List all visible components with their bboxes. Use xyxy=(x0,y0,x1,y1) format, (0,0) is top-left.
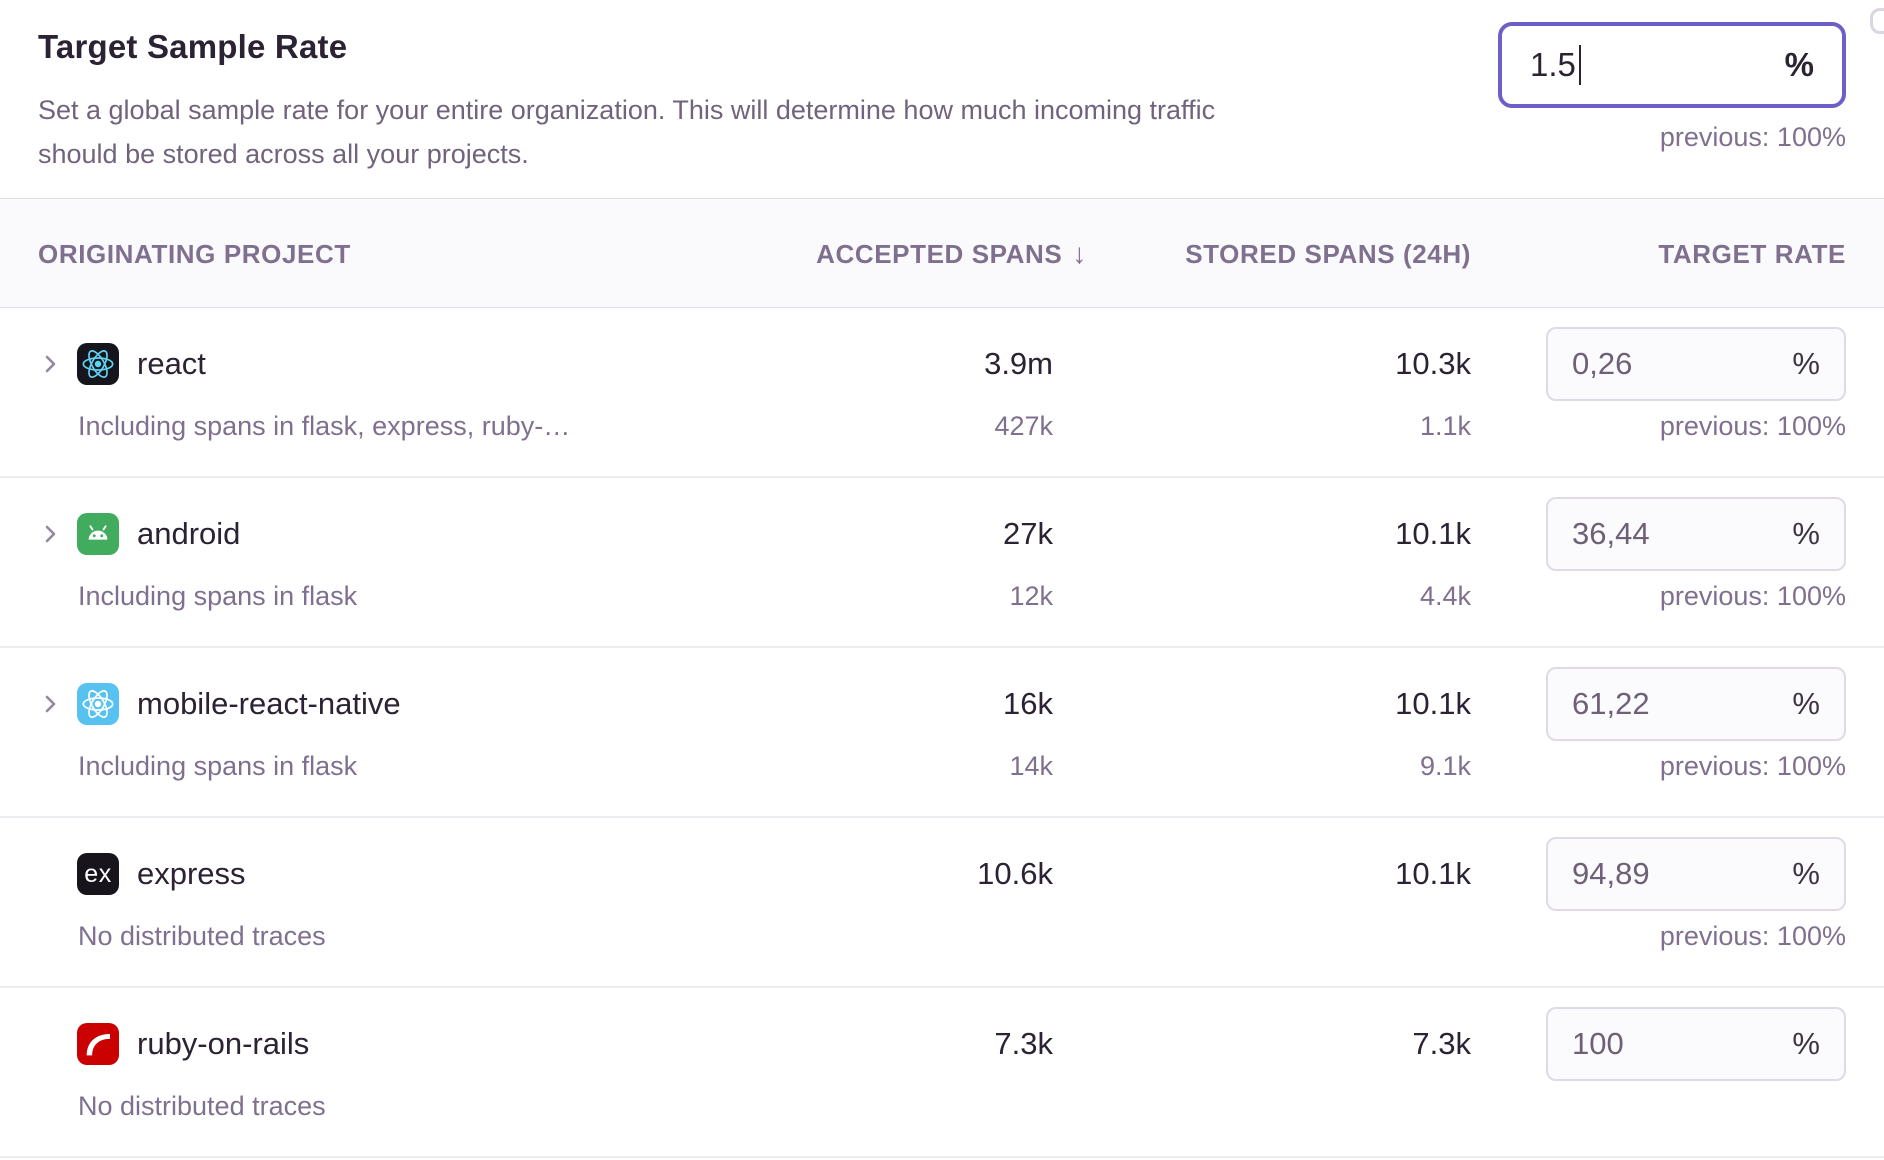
description-line-2: should be stored across all your project… xyxy=(38,139,529,169)
accepted-spans-subvalue: 427k xyxy=(994,410,1053,441)
project-note: Including spans in flask, express, ruby-… xyxy=(78,410,571,441)
target-rate-input[interactable] xyxy=(1572,1026,1793,1062)
percent-suffix: % xyxy=(1784,46,1814,83)
accepted-spans-value: 3.9m xyxy=(984,346,1053,381)
target-rate-input[interactable] xyxy=(1572,686,1793,722)
percent-suffix: % xyxy=(1792,856,1820,891)
expand-chevron-icon[interactable] xyxy=(38,352,62,376)
accepted-spans-value: 16k xyxy=(1003,686,1053,721)
target-rate-input-group: % xyxy=(1546,327,1846,401)
chevron-spacer xyxy=(38,862,62,886)
stored-spans-value: 10.1k xyxy=(1395,856,1471,891)
project-name: ruby-on-rails xyxy=(137,1026,310,1061)
global-rate-value: 1.5 xyxy=(1530,46,1576,83)
project-cell: ruby-on-rails xyxy=(38,1020,713,1068)
target-rate-input[interactable] xyxy=(1572,856,1793,892)
project-cell: ex express xyxy=(38,850,713,898)
react-native-icon xyxy=(77,683,119,725)
target-rate-input[interactable] xyxy=(1572,346,1793,382)
global-sample-rate-input[interactable]: 1.5 % xyxy=(1498,22,1846,108)
previous-rate-label: previous: 100% xyxy=(1659,750,1846,781)
table-row: mobile-react-native Including spans in f… xyxy=(0,648,1884,818)
target-rate-input-group: % xyxy=(1546,837,1846,911)
project-name: express xyxy=(137,856,246,891)
target-rate-input-group: % xyxy=(1546,1007,1846,1081)
expand-chevron-icon[interactable] xyxy=(38,522,62,546)
stored-spans-value: 7.3k xyxy=(1412,1026,1471,1061)
accepted-spans-label: ACCEPTED SPANS xyxy=(816,238,1063,269)
target-sample-rate-section: Target Sample Rate Set a global sample r… xyxy=(0,0,1884,198)
global-previous-rate-label: previous: 100% xyxy=(1659,122,1846,152)
percent-suffix: % xyxy=(1792,686,1820,721)
accepted-spans-value: 27k xyxy=(1003,516,1053,551)
percent-suffix: % xyxy=(1792,516,1820,551)
stored-spans-subvalue: 9.1k xyxy=(1419,750,1471,781)
project-note: No distributed traces xyxy=(78,1090,326,1121)
accepted-spans-subvalue xyxy=(713,1088,1053,1124)
previous-rate-label xyxy=(1546,1088,1846,1124)
section-description: Set a global sample rate for your entire… xyxy=(38,88,1458,176)
page-title: Target Sample Rate xyxy=(38,28,348,65)
accepted-spans-value: 10.6k xyxy=(977,856,1053,891)
stored-spans-subvalue: 1.1k xyxy=(1419,410,1471,441)
project-cell: mobile-react-native xyxy=(38,680,713,728)
target-rate-input-group: % xyxy=(1546,497,1846,571)
project-cell: android xyxy=(38,510,713,558)
column-header-stored-spans: STORED SPANS (24H) xyxy=(1185,238,1471,269)
table-row: android Including spans in flask 27k 12k… xyxy=(0,478,1884,648)
table-row: react Including spans in flask, express,… xyxy=(0,308,1884,478)
table-header: ORIGINATING PROJECT ACCEPTED SPANS ↓ STO… xyxy=(0,198,1884,308)
stored-spans-subvalue xyxy=(1053,1088,1471,1124)
project-cell: react xyxy=(38,340,713,388)
global-rate-control: 1.5 % previous: 100% xyxy=(1498,22,1846,153)
react-icon xyxy=(77,343,119,385)
previous-rate-label: previous: 100% xyxy=(1659,580,1846,611)
project-note: Including spans in flask xyxy=(78,580,358,611)
stored-spans-value: 10.1k xyxy=(1395,686,1471,721)
cropped-element-edge xyxy=(1870,8,1884,34)
description-line-1: Set a global sample rate for your entire… xyxy=(38,95,1216,125)
previous-rate-label: previous: 100% xyxy=(1659,920,1846,951)
column-header-accepted-spans[interactable]: ACCEPTED SPANS ↓ xyxy=(713,199,1086,309)
project-name: android xyxy=(137,516,241,551)
android-icon xyxy=(77,513,119,555)
text-caret xyxy=(1578,45,1581,85)
express-icon: ex xyxy=(77,853,119,895)
accepted-spans-subvalue: 12k xyxy=(1009,580,1053,611)
project-name: react xyxy=(137,346,206,381)
percent-suffix: % xyxy=(1792,1026,1820,1061)
table-row: ex express No distributed traces 10.6k 1… xyxy=(0,818,1884,988)
accepted-spans-value: 7.3k xyxy=(994,1026,1053,1061)
project-note: Including spans in flask xyxy=(78,750,358,781)
target-rate-input-group: % xyxy=(1546,667,1846,741)
percent-suffix: % xyxy=(1792,346,1820,381)
target-rate-input[interactable] xyxy=(1572,516,1793,552)
column-header-target-rate: TARGET RATE xyxy=(1658,238,1846,269)
express-icon-text: ex xyxy=(84,859,112,888)
expand-chevron-icon[interactable] xyxy=(38,692,62,716)
stored-spans-subvalue xyxy=(1053,918,1471,954)
sort-descending-icon: ↓ xyxy=(1072,238,1087,269)
stored-spans-value: 10.3k xyxy=(1395,346,1471,381)
column-header-originating-project: ORIGINATING PROJECT xyxy=(38,238,351,269)
previous-rate-label: previous: 100% xyxy=(1659,410,1846,441)
table-row: ruby-on-rails No distributed traces 7.3k… xyxy=(0,988,1884,1158)
stored-spans-subvalue: 4.4k xyxy=(1419,580,1471,611)
project-note: No distributed traces xyxy=(78,920,326,951)
accepted-spans-subvalue xyxy=(713,918,1053,954)
rails-icon xyxy=(77,1023,119,1065)
project-name: mobile-react-native xyxy=(137,686,401,721)
accepted-spans-subvalue: 14k xyxy=(1009,750,1053,781)
chevron-spacer xyxy=(38,1032,62,1056)
stored-spans-value: 10.1k xyxy=(1395,516,1471,551)
